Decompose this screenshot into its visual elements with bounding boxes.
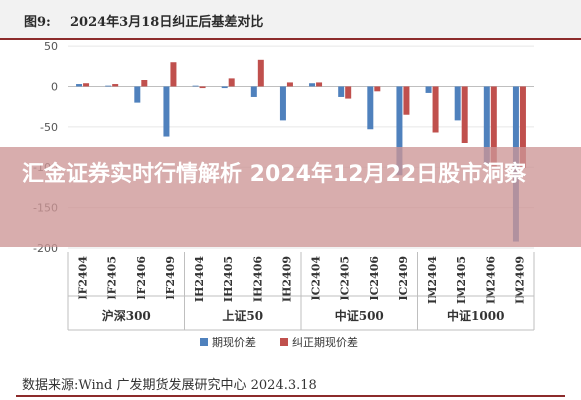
x-tick-label: IH2406 <box>251 256 264 303</box>
bar-spot-basis <box>425 86 432 93</box>
bar-spot-basis <box>309 83 316 87</box>
bar-corrected-basis <box>257 59 264 87</box>
bar-spot-basis <box>338 86 345 97</box>
x-tick-label: IF2406 <box>135 256 148 300</box>
bar-corrected-basis <box>461 86 468 143</box>
bar-spot-basis <box>250 86 257 97</box>
footer-divider <box>16 395 565 397</box>
bar-corrected-basis <box>83 83 90 87</box>
x-tick-label: IC2406 <box>368 256 381 301</box>
x-tick-label: IM2404 <box>426 256 439 304</box>
bar-spot-basis <box>396 86 403 176</box>
group-label: 中证500 <box>335 308 384 323</box>
headline-banner: 汇金证券实时行情解析 2024年12月22日股市洞察 <box>0 147 581 247</box>
x-tick-label: IM2406 <box>484 256 497 304</box>
x-tick-label: IF2404 <box>77 256 90 300</box>
x-tick-label: IM2409 <box>513 256 526 304</box>
figure-label: 图9: <box>24 15 51 30</box>
headline-text: 汇金证券实时行情解析 2024年12月22日股市洞察 <box>22 162 527 187</box>
figure-title: 2024年3月18日纠正后基差对比 <box>70 15 264 30</box>
bar-spot-basis <box>192 85 199 87</box>
x-tick-label: IH2405 <box>222 256 235 302</box>
bar-corrected-basis <box>112 84 119 87</box>
figure-header: 图9: 2024年3月18日纠正后基差对比 <box>0 0 581 40</box>
bar-corrected-basis <box>432 86 439 133</box>
bar-corrected-basis <box>316 82 323 87</box>
bar-corrected-basis <box>286 82 293 87</box>
bar-corrected-basis <box>490 86 497 168</box>
bar-spot-basis <box>483 86 490 165</box>
bar-corrected-basis <box>519 86 526 169</box>
bar-corrected-basis <box>403 86 410 115</box>
bar-spot-basis <box>163 86 170 137</box>
group-label: 上证50 <box>222 308 263 323</box>
x-tick-label: IH2404 <box>193 256 206 303</box>
bar-spot-basis <box>367 86 374 130</box>
y-tick-label: 0 <box>51 80 58 93</box>
bar-spot-basis <box>134 86 141 103</box>
x-tick-label: IC2404 <box>310 256 323 301</box>
y-tick-label: 50 <box>44 40 58 53</box>
bar-corrected-basis <box>170 62 177 87</box>
x-tick-label: IM2405 <box>455 256 468 304</box>
bar-spot-basis <box>221 86 228 89</box>
x-tick-label: IC2405 <box>339 256 352 301</box>
bar-spot-basis <box>76 84 83 87</box>
bar-corrected-basis <box>141 80 148 87</box>
x-tick-label: IF2409 <box>164 256 177 300</box>
bar-corrected-basis <box>374 86 381 92</box>
bar-corrected-basis <box>345 86 352 99</box>
bar-spot-basis <box>105 85 112 87</box>
bar-spot-basis <box>454 86 461 121</box>
group-label: 中证1000 <box>447 308 504 323</box>
x-tick-label: IH2409 <box>280 256 293 302</box>
source-note: 数据来源:Wind 广发期货发展研究中心 2024.3.18 <box>22 378 317 393</box>
y-tick-label: -50 <box>40 121 58 134</box>
x-tick-label: IF2405 <box>106 256 119 300</box>
legend-label: 纠正期现价差 <box>292 335 358 349</box>
bar-spot-basis <box>279 86 286 121</box>
group-label: 沪深300 <box>102 308 151 323</box>
bar-corrected-basis <box>199 86 206 89</box>
x-tick-label: IC2409 <box>397 256 410 301</box>
legend-swatch <box>280 338 288 346</box>
bar-corrected-basis <box>228 78 235 87</box>
legend-label: 期现价差 <box>212 335 256 349</box>
legend-swatch <box>200 338 208 346</box>
